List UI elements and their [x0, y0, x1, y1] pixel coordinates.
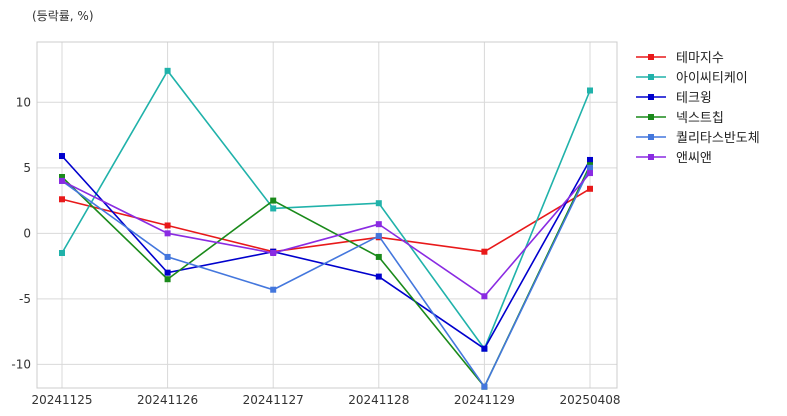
- data-point: [375, 200, 382, 207]
- data-point: [375, 273, 382, 280]
- unit-label: (등락률, %): [32, 9, 94, 23]
- data-point: [587, 156, 593, 163]
- data-point: [375, 232, 382, 239]
- y-axis: -10 -5 0 5 10: [11, 95, 31, 371]
- data-point: [270, 286, 277, 293]
- y-tick-label: -5: [19, 292, 31, 306]
- data-point: [270, 250, 277, 257]
- data-point: [59, 153, 65, 160]
- legend-label: 퀄리타스반도체: [676, 131, 760, 146]
- series-line: [61, 188, 591, 253]
- x-tick-label: 20241129: [454, 393, 515, 407]
- data-point: [164, 222, 171, 229]
- data-point: [481, 345, 488, 352]
- legend-label: 테마지수: [676, 51, 724, 66]
- data-point: [587, 87, 593, 94]
- x-tick-label: 20241125: [31, 393, 92, 407]
- data-point: [164, 253, 171, 260]
- plot-frame: [36, 41, 618, 389]
- data-point: [164, 67, 171, 74]
- series-line: [61, 155, 591, 350]
- data-point: [59, 173, 65, 180]
- legend-marker: [648, 154, 654, 160]
- data-point: [587, 185, 593, 192]
- legend-marker: [648, 134, 654, 140]
- x-axis: 20241125 20241126 20241127 20241128 20241129…: [31, 393, 620, 407]
- legend-marker: [648, 114, 654, 120]
- x-tick-label: 20250408: [559, 393, 620, 407]
- x-tick-label: 20241128: [348, 393, 409, 407]
- grid-lines: [37, 42, 617, 388]
- y-tick-label: -10: [11, 357, 31, 371]
- data-point: [481, 293, 488, 300]
- y-tick-label: 5: [23, 161, 31, 175]
- series-line: [61, 69, 591, 351]
- data-point: [270, 197, 277, 204]
- legend-label: 아이씨티케이: [676, 71, 748, 86]
- data-point: [59, 250, 65, 257]
- series-line: [61, 167, 591, 389]
- legend-label: 테크윙: [676, 90, 712, 106]
- data-point: [375, 221, 382, 228]
- legend-label: 앤씨앤: [676, 151, 712, 166]
- x-tick-label: 20241126: [137, 393, 198, 407]
- legend-label: 넥스트칩: [676, 111, 724, 126]
- data-point: [375, 253, 382, 260]
- series-line: [61, 172, 591, 298]
- data-point: [164, 269, 171, 276]
- data-point: [481, 383, 488, 390]
- series-lines: [59, 67, 593, 390]
- y-tick-label: 10: [16, 95, 31, 109]
- data-point: [270, 205, 277, 212]
- series-line: [61, 164, 591, 389]
- data-point: [587, 164, 593, 171]
- legend-marker: [648, 54, 654, 60]
- x-tick-label: 20241127: [243, 393, 304, 407]
- legend-marker: [648, 94, 654, 100]
- data-point: [164, 230, 171, 237]
- data-point: [481, 248, 488, 255]
- y-tick-label: 0: [23, 226, 31, 240]
- data-point: [587, 170, 593, 177]
- data-point: [59, 196, 65, 203]
- data-point: [164, 276, 171, 283]
- data-point: [59, 177, 65, 184]
- legend-marker: [648, 74, 654, 80]
